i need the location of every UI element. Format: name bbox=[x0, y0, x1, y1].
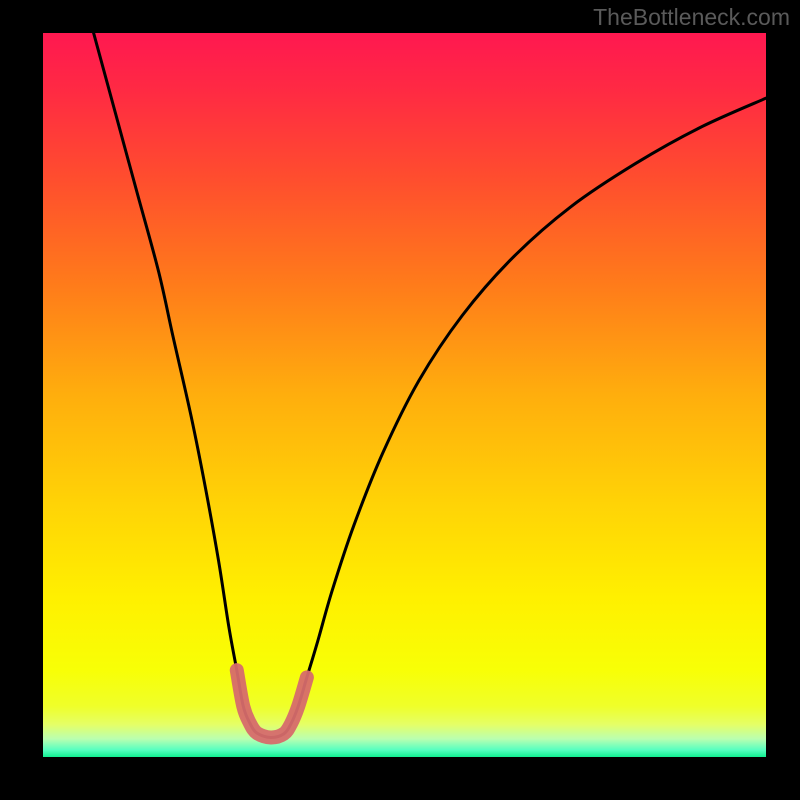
chart-plot bbox=[43, 33, 766, 757]
watermark-text: TheBottleneck.com bbox=[593, 4, 790, 31]
chart-background bbox=[43, 33, 766, 757]
chart-container: TheBottleneck.com bbox=[0, 0, 800, 800]
